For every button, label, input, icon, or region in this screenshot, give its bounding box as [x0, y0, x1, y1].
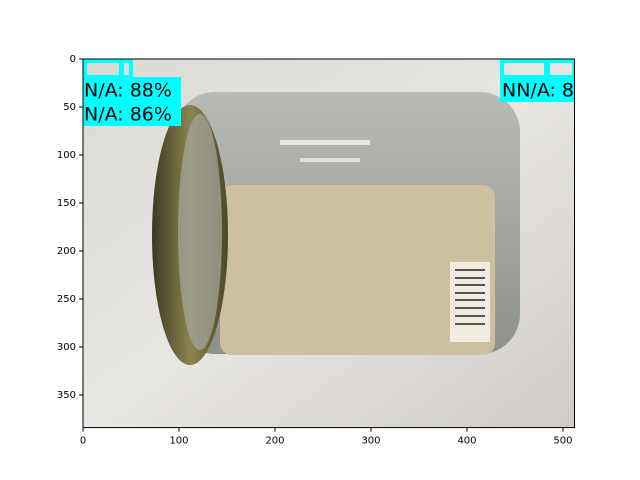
y-tick-label: 50	[63, 102, 76, 113]
jar-label	[220, 185, 495, 355]
y-tick-label: 150	[57, 198, 76, 209]
barcode-area	[450, 262, 490, 342]
x-tick-label: 0	[80, 436, 86, 447]
barcode	[455, 269, 485, 325]
x-tick-label: 400	[457, 436, 476, 447]
y-tick-label: 100	[57, 150, 76, 161]
annotation: N/A: 86%	[84, 104, 172, 126]
y-tick-label: 200	[57, 246, 76, 257]
label-bg	[500, 77, 575, 102]
glare	[280, 140, 370, 145]
y-tick-label: 0	[70, 54, 76, 65]
x-tick-label: 100	[169, 436, 188, 447]
label-bg	[83, 102, 181, 126]
x-tick-label: 500	[553, 436, 572, 447]
x-tick-label: 200	[265, 436, 284, 447]
y-tick-label: 250	[57, 294, 76, 305]
annotation: NN/A: 8	[502, 80, 574, 102]
x-tick-label: 300	[361, 436, 380, 447]
photo: N/A: 88% N/A: 86% NN/A: 8	[83, 59, 575, 428]
y-tick-label: 300	[57, 342, 76, 353]
annotation: N/A: 88%	[84, 80, 172, 102]
label-bg	[83, 77, 181, 102]
axes-frame	[82, 58, 575, 429]
y-tick-label: 350	[57, 390, 76, 401]
jar-neck	[178, 114, 222, 350]
glare	[300, 158, 360, 162]
